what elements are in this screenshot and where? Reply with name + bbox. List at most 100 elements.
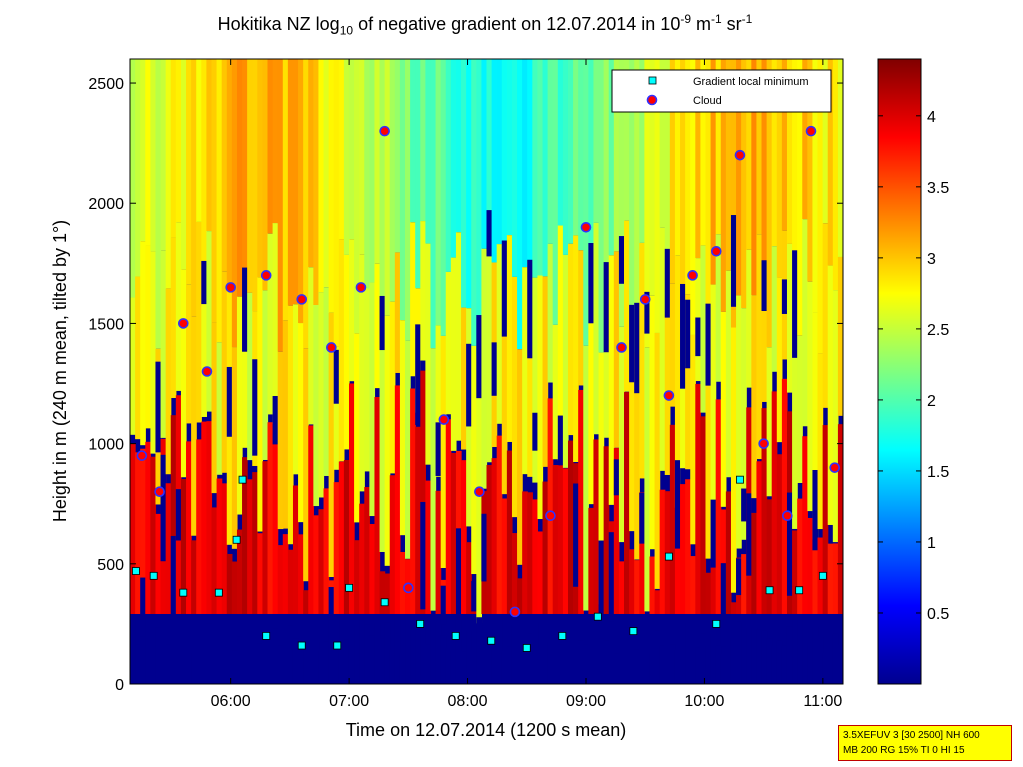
- chart-title: Hokitika NZ log10 of negative gradient o…: [0, 12, 970, 38]
- heatmap-cell: [613, 459, 620, 496]
- heatmap-cell: [374, 396, 381, 614]
- heatmap-cell: [150, 456, 157, 614]
- heatmap-cell: [746, 493, 752, 576]
- heatmap-cell: [542, 481, 549, 614]
- heatmap-cell: [578, 640, 584, 684]
- heatmap-cell: [364, 288, 370, 472]
- heatmap-cell: [812, 470, 819, 551]
- heatmap-cell: [802, 59, 808, 220]
- heatmap-cell: [639, 621, 645, 684]
- heatmap-cell: [786, 492, 793, 596]
- heatmap-cell: [817, 636, 824, 684]
- heatmap-cell: [685, 653, 691, 684]
- heatmap-cell: [725, 59, 732, 271]
- gradient-minimum-marker: [451, 632, 460, 640]
- gradient-minimum-marker: [765, 586, 774, 595]
- heatmap-cell: [328, 59, 335, 313]
- heatmap-cell: [374, 263, 381, 389]
- heatmap-cell: [695, 383, 701, 614]
- heatmap-cell: [639, 492, 645, 544]
- heatmap-cell: [282, 59, 289, 321]
- heatmap-cell: [766, 59, 773, 348]
- heatmap-cell: [201, 653, 207, 684]
- heatmap-cell: [343, 254, 350, 450]
- heatmap-cell: [399, 552, 406, 614]
- heatmap-cell: [180, 59, 187, 270]
- heatmap-cell: [374, 622, 381, 684]
- heatmap-cell: [613, 653, 620, 684]
- heatmap-cell: [710, 633, 717, 684]
- heatmap-field: [130, 59, 843, 684]
- heatmap-cell: [481, 59, 488, 249]
- settings-line-1: 3.5XEFUV 3 [30 2500] NH 600: [843, 730, 980, 741]
- colorbar-tick-label: 3.5: [927, 180, 949, 197]
- heatmap-cell: [262, 59, 269, 291]
- heatmap-cell: [389, 59, 396, 302]
- heatmap-cell: [537, 275, 544, 520]
- heatmap-cell: [746, 249, 752, 388]
- heatmap-cell: [328, 623, 335, 684]
- heatmap-cell: [812, 627, 819, 684]
- heatmap-cell: [608, 59, 615, 256]
- heatmap-cell: [680, 484, 686, 614]
- heatmap-cell: [277, 59, 284, 352]
- heatmap-cell: [405, 340, 411, 559]
- heatmap-cell: [338, 239, 345, 462]
- heatmap-cell: [399, 320, 406, 536]
- gradient-minimum-marker: [522, 644, 531, 652]
- heatmap-cell: [680, 623, 686, 684]
- heatmap-cell: [130, 59, 136, 298]
- heatmap-cell: [206, 623, 213, 684]
- heatmap-cell: [496, 435, 503, 614]
- cloud-marker: [580, 221, 592, 233]
- heatmap-cell: [634, 352, 640, 560]
- heatmap-cell: [201, 287, 207, 417]
- heatmap-cell: [792, 619, 798, 684]
- heatmap-cell: [466, 343, 472, 427]
- heatmap-cell: [756, 629, 763, 684]
- heatmap-cell: [150, 59, 157, 252]
- heatmap-cell: [211, 639, 218, 684]
- heatmap-cell: [537, 531, 544, 614]
- heatmap-cell: [837, 256, 843, 416]
- cloud-marker: [225, 282, 236, 293]
- heatmap-cell: [231, 561, 238, 614]
- heatmap-cell: [374, 59, 381, 264]
- heatmap-cell: [501, 651, 508, 684]
- heatmap-cell: [797, 498, 803, 614]
- heatmap-cell: [242, 320, 248, 448]
- settings-line-2: MB 200 RG 15% TI 0 HI 15: [843, 745, 965, 756]
- heatmap-cell: [420, 370, 426, 614]
- heatmap-cell: [461, 651, 467, 684]
- heatmap-cell: [399, 653, 406, 684]
- heatmap-cell: [186, 284, 192, 424]
- heatmap-cell: [257, 643, 264, 684]
- heatmap-cell: [379, 59, 386, 318]
- heatmap-cell: [639, 59, 645, 243]
- heatmap-cell: [226, 553, 233, 614]
- heatmap-cell: [827, 543, 834, 614]
- heatmap-cell: [674, 255, 681, 508]
- heatmap-cell: [573, 235, 579, 462]
- x-tick-label: 09:00: [566, 693, 606, 710]
- heatmap-cell: [654, 630, 661, 684]
- heatmap-cell: [481, 248, 488, 489]
- heatmap-cell: [792, 250, 798, 358]
- heatmap-cell: [827, 265, 834, 525]
- heatmap-cell: [603, 640, 610, 684]
- heatmap-cell: [165, 644, 172, 684]
- heatmap-cell: [262, 631, 269, 684]
- heatmap-cell: [455, 232, 462, 441]
- heatmap-cell: [252, 359, 258, 456]
- heatmap-cell: [415, 59, 421, 289]
- heatmap-cell: [206, 59, 213, 232]
- heatmap-cell: [318, 650, 325, 684]
- heatmap-cell: [196, 651, 202, 684]
- heatmap-cell: [415, 426, 421, 614]
- heatmap-cell: [511, 276, 518, 518]
- heatmap-cell: [272, 628, 279, 684]
- heatmap-cell: [532, 622, 539, 684]
- heatmap-cell: [471, 59, 477, 346]
- heatmap-cell: [837, 59, 843, 257]
- heatmap-cell: [700, 633, 707, 684]
